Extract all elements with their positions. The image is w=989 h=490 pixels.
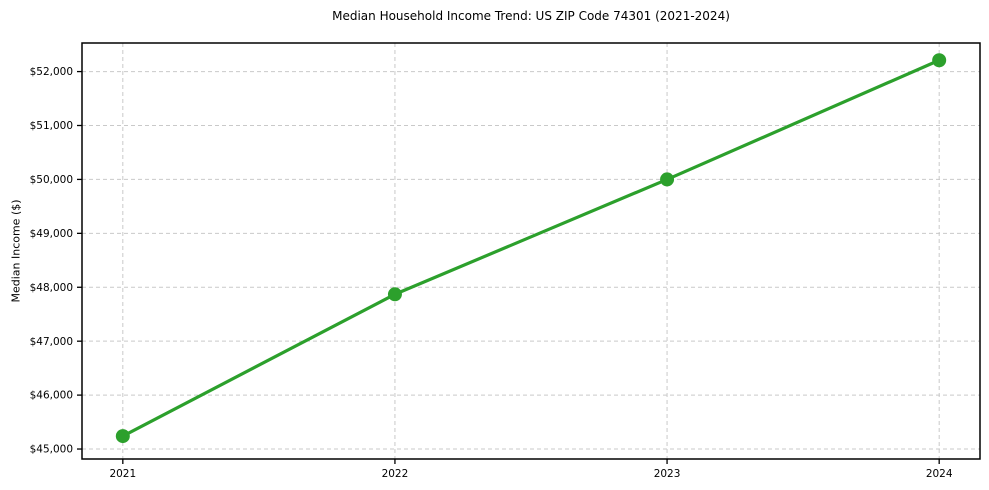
y-tick-label: $47,000 (30, 336, 73, 348)
data-point-marker (387, 287, 402, 302)
x-tick-label: 2022 (382, 468, 409, 480)
y-tick-label: $46,000 (30, 390, 73, 402)
y-tick-label: $51,000 (30, 120, 73, 132)
plot-frame (81, 42, 981, 460)
y-tick-label: $50,000 (30, 174, 73, 186)
y-tick-label: $49,000 (30, 228, 73, 240)
x-tick-label: 2021 (109, 468, 136, 480)
data-point-marker (660, 172, 675, 187)
data-point-marker (932, 53, 947, 68)
y-tick-label: $48,000 (30, 282, 73, 294)
data-point-marker (115, 429, 130, 444)
y-tick-label: $52,000 (30, 66, 73, 78)
x-tick-label: 2023 (654, 468, 681, 480)
trend-line (121, 58, 941, 438)
y-tick-label: $45,000 (30, 444, 73, 456)
chart-title: Median Household Income Trend: US ZIP Co… (332, 9, 730, 23)
x-tick-label: 2024 (926, 468, 953, 480)
